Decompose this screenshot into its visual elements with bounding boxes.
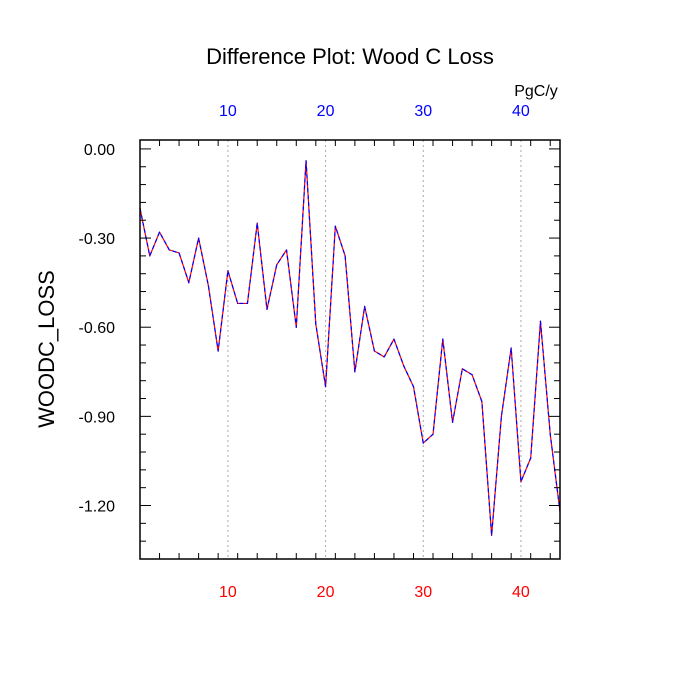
data-point <box>344 255 346 257</box>
x-tick-label-bottom: 30 <box>414 584 432 601</box>
series-layer <box>139 160 561 536</box>
plot-frame <box>139 139 561 560</box>
data-point <box>393 338 395 340</box>
data-point <box>451 421 454 423</box>
data-point <box>285 249 288 251</box>
data-point <box>227 270 229 272</box>
data-point <box>412 386 415 388</box>
data-point <box>168 249 170 251</box>
x-tick-label-bottom: 10 <box>219 584 237 601</box>
x-tick-label-top: 40 <box>512 103 530 120</box>
y-tick-label: -0.90 <box>79 409 116 426</box>
data-point <box>158 231 161 233</box>
data-point <box>373 350 376 352</box>
data-point <box>461 368 463 370</box>
data-point <box>207 285 209 287</box>
x-tick-label-top: 10 <box>219 103 237 120</box>
data-point <box>334 225 336 227</box>
data-point <box>364 305 366 308</box>
y-axis-label: WOODC_LOSS <box>34 270 59 428</box>
data-point <box>315 323 317 325</box>
axes-layer: 10 10 20 20 30 30 40 40 0.00 -0.30 -0.60 -0.90 -1.20 <box>79 103 561 601</box>
data-point <box>383 356 385 358</box>
data-point <box>539 320 542 322</box>
data-point <box>217 350 219 352</box>
data-point <box>305 160 307 162</box>
y-tick-label: -0.30 <box>79 231 116 248</box>
y-tick-label: 0.00 <box>84 142 115 159</box>
y-tick-label: -0.60 <box>79 320 116 337</box>
series-line-blue <box>139 160 561 536</box>
data-point <box>500 415 502 417</box>
data-point <box>510 347 512 349</box>
x-tick-label-bottom: 40 <box>512 584 530 601</box>
data-point <box>276 264 278 266</box>
units-label: PgC/y <box>514 83 558 100</box>
data-point <box>295 326 297 328</box>
data-point <box>354 371 356 373</box>
data-point <box>549 433 551 435</box>
data-point <box>256 222 258 224</box>
data-point <box>481 400 483 403</box>
y-tick-label: -1.20 <box>79 499 116 516</box>
data-point <box>237 302 239 305</box>
series-line-red <box>139 160 561 536</box>
data-point <box>530 457 532 459</box>
data-point <box>149 255 151 257</box>
data-point <box>188 282 190 284</box>
data-point <box>491 534 493 536</box>
data-point <box>266 308 268 310</box>
data-point <box>432 433 434 435</box>
chart-title: Difference Plot: Wood C Loss <box>206 44 494 69</box>
data-point <box>422 442 424 444</box>
data-point <box>442 338 444 340</box>
data-point <box>178 252 180 254</box>
data-point <box>198 237 200 239</box>
data-point <box>403 365 405 367</box>
x-tick-label-bottom: 20 <box>317 584 335 601</box>
data-point <box>471 374 473 376</box>
data-point <box>246 302 249 305</box>
x-tick-label-top: 20 <box>317 103 335 120</box>
x-tick-label-top: 30 <box>414 103 432 120</box>
data-point <box>324 386 327 388</box>
data-point <box>520 481 522 483</box>
